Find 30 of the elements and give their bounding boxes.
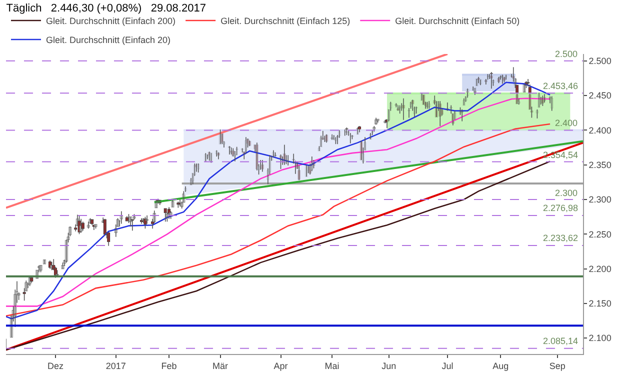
- ref-line-label: 2.453,46: [543, 81, 578, 91]
- y-tick-label: 2.450: [588, 90, 612, 101]
- y-tick-label: 2.350: [588, 160, 612, 170]
- x-tick-label: Feb: [161, 360, 177, 371]
- ref-line-label: 2.233,62: [543, 233, 578, 243]
- legend-label: Gleit. Durchschnitt (Einfach 20): [46, 35, 171, 46]
- ref-line-label: 2.500: [555, 49, 578, 59]
- x-tick-label: Jul: [442, 360, 454, 371]
- x-tick-label: Sep: [549, 360, 566, 371]
- x-tick-label: Dez: [47, 360, 64, 371]
- x-tick-label: Mai: [324, 360, 340, 371]
- ref-line-label: 2.276,98: [543, 203, 578, 213]
- x-tick-label: 2017: [106, 360, 126, 371]
- y-tick-label: 2.300: [588, 194, 612, 205]
- x-tick-label: Mär: [212, 360, 228, 371]
- y-tick-label: 2.150: [588, 298, 612, 309]
- y-tick-label: 2.400: [588, 125, 612, 136]
- x-tick-label: Jun: [382, 360, 396, 371]
- y-tick-label: 2.500: [588, 56, 612, 66]
- y-tick-label: 2.200: [588, 264, 612, 274]
- y-tick-label: 2.250: [588, 229, 612, 240]
- legend-label: Gleit. Durchschnitt (Einfach 50): [395, 16, 520, 26]
- legend-label: Gleit. Durchschnitt (Einfach 200): [46, 16, 176, 26]
- chart-title: Täglich 2.446,30 (+0,08%) 29.08.2017: [6, 2, 206, 14]
- legend-label: Gleit. Durchschnitt (Einfach 125): [220, 16, 350, 26]
- y-tick-label: 2.100: [588, 333, 612, 344]
- x-tick-label: Apr: [274, 360, 288, 371]
- x-tick-label: Aug: [492, 360, 509, 371]
- ref-line-label: 2.085,14: [543, 336, 578, 346]
- ref-line-label: 2.300: [555, 188, 578, 198]
